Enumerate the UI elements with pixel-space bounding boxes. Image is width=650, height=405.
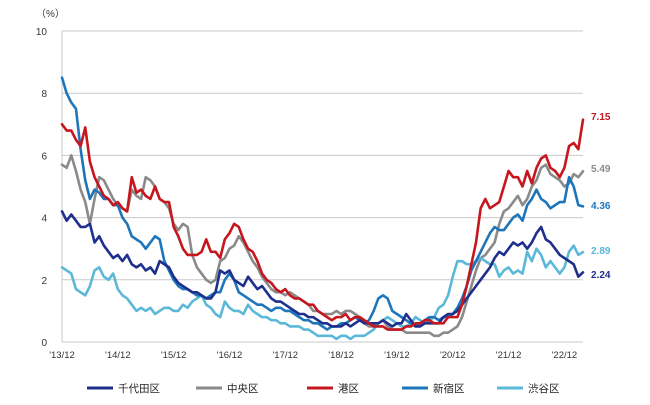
- x-tick-label: '16/12: [217, 350, 243, 361]
- x-tick-label: '15/12: [161, 350, 187, 361]
- end-value-label: 2.24: [591, 270, 611, 281]
- legend-label: 千代田区: [118, 383, 160, 395]
- legend-label: 中央区: [227, 382, 259, 395]
- series-line-2: [60, 118, 585, 331]
- grid-lines: [61, 30, 583, 343]
- end-value-label: 7.15: [591, 112, 611, 123]
- x-tick-label: '18/12: [328, 350, 354, 361]
- y-tick-label: 0: [41, 338, 47, 349]
- end-value-label: 5.49: [591, 164, 611, 175]
- end-value-label: 4.36: [591, 201, 611, 212]
- x-tick-label: '22/12: [552, 350, 578, 361]
- end-value-label: 2.89: [591, 246, 611, 257]
- x-tick-label: '21/12: [496, 350, 522, 361]
- legend-label: 港区: [338, 383, 359, 395]
- y-tick-label: 8: [41, 89, 47, 100]
- end-value-labels: 2.24 5.49 7.15 4.36 2.89: [591, 112, 611, 281]
- y-tick-label: 10: [36, 27, 48, 38]
- series-line-4: [60, 244, 585, 341]
- x-tick-label: '20/12: [440, 350, 466, 361]
- y-axis-ticks: 0 2 4 6 8 10: [36, 27, 48, 349]
- y-tick-label: 4: [41, 214, 47, 225]
- y-axis-unit-label: （%）: [36, 8, 65, 20]
- y-tick-label: 2: [41, 276, 47, 287]
- x-tick-label: '13/12: [49, 350, 75, 361]
- x-tick-label: '14/12: [105, 350, 131, 361]
- legend-label: 新宿区: [433, 382, 465, 395]
- x-tick-label: '17/12: [272, 350, 298, 361]
- series-line-3: [60, 76, 585, 331]
- x-axis-ticks: '13/12 '14/12 '15/12 '16/12 '17/12 '18/12 '19/…: [49, 350, 577, 361]
- series-line-0: [60, 210, 585, 328]
- legend: 千代田区 中央区 港区 新宿区 渋谷区: [87, 382, 560, 395]
- y-tick-label: 6: [41, 151, 47, 162]
- legend-label: 渋谷区: [528, 382, 560, 395]
- x-tick-label: '19/12: [384, 350, 410, 361]
- series-lines: [60, 76, 585, 341]
